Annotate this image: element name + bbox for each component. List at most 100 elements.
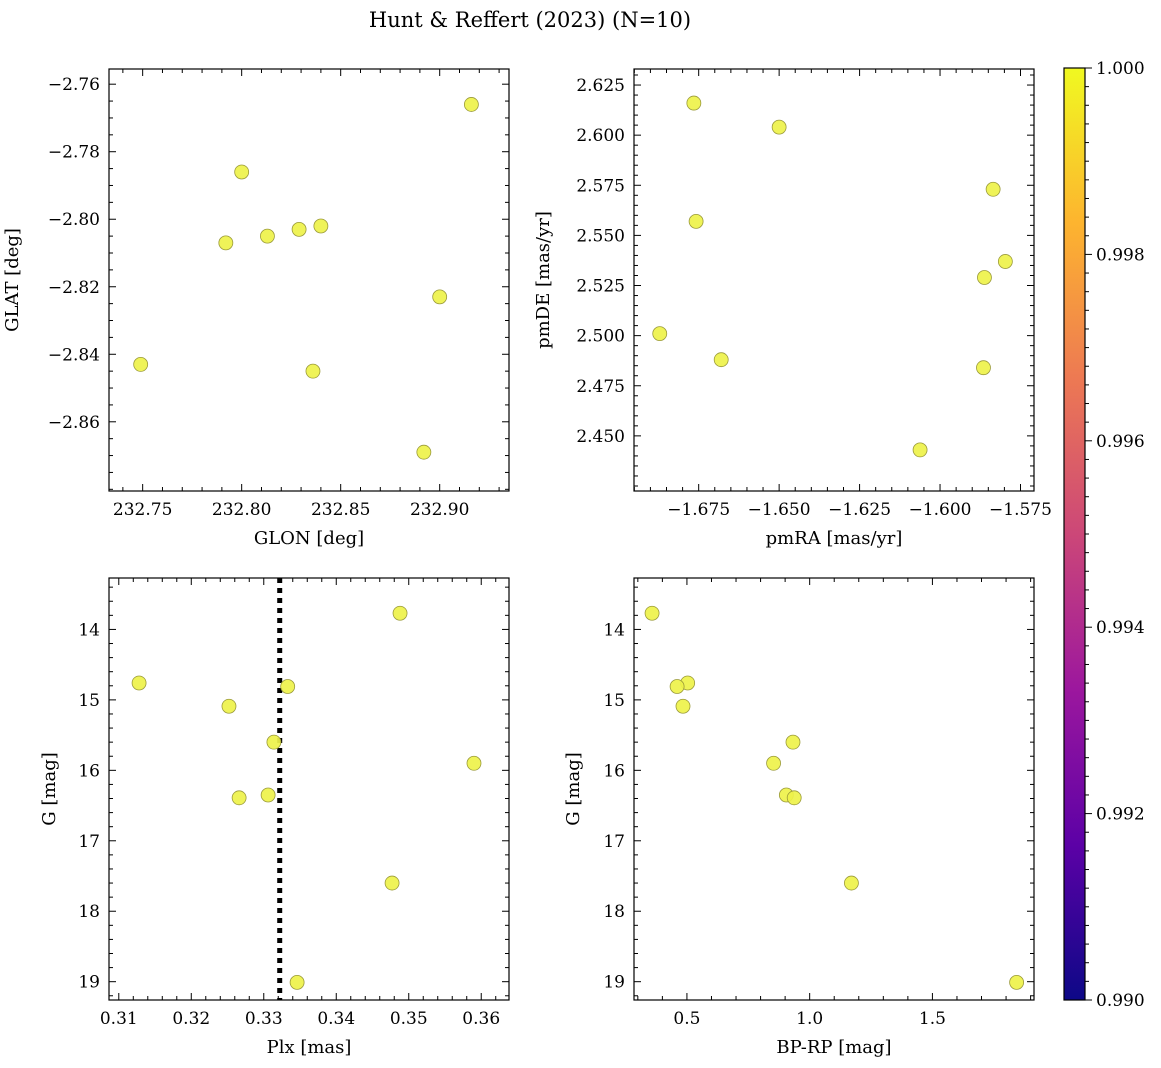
data-point [985, 181, 1001, 197]
y-tick-label: −2.84 [48, 345, 100, 365]
tick-marks [109, 69, 509, 491]
x-axis-label: pmRA [mas/yr] [766, 528, 903, 549]
y-tick-label: −2.80 [48, 210, 100, 230]
x-tick-label: 1.0 [796, 1009, 823, 1029]
x-tick-label: 0.36 [462, 1009, 500, 1029]
plot-frame [633, 68, 1035, 492]
panel-plx-g: 0.31 0.32 0.33 0.34 0.35 0.36 14 15 16 17 18 19 Plx … [39, 577, 510, 1058]
y-tick-label: 2.475 [576, 377, 625, 397]
x-tick-label: 0.35 [390, 1009, 428, 1029]
y-tick-label: 15 [603, 691, 625, 711]
x-tick-label: 232.90 [410, 500, 469, 520]
x-axis-label: Plx [mas] [267, 1037, 352, 1058]
panel-glon-glat: 232.75 232.80 232.85 232.90 −2.86 −2.84 −2.82 −… [2, 68, 510, 549]
y-axis-label: G [mag] [563, 752, 584, 825]
x-tick-label: 0.33 [245, 1009, 283, 1029]
y-tick-label: 14 [603, 620, 625, 640]
colorbar: 0.990 0.992 0.994 0.996 0.998 1.000 [1063, 59, 1145, 1011]
x-tick-label: 232.85 [311, 500, 370, 520]
data-point [392, 605, 408, 621]
colorbar-tick-label: 0.994 [1096, 618, 1145, 638]
x-axis-label: BP-RP [mag] [776, 1037, 891, 1058]
x-tick-label: −1.675 [667, 500, 730, 520]
x-tick-label: 0.31 [100, 1009, 138, 1029]
colorbar-tick-label: 1.000 [1096, 59, 1145, 79]
data-point [644, 605, 660, 621]
y-tick-label: 2.575 [576, 176, 625, 196]
plot-frame [108, 68, 510, 492]
y-tick-label: 2.600 [576, 126, 625, 146]
data-point [675, 698, 691, 714]
x-tick-label: 0.32 [172, 1009, 210, 1029]
data-point [260, 787, 276, 803]
data-point [1009, 974, 1025, 990]
data-point [786, 790, 802, 806]
plot-frame [108, 577, 510, 1001]
data-point [260, 228, 275, 244]
y-axis-label: G [mag] [39, 752, 60, 825]
y-tick-label: 2.450 [576, 427, 625, 447]
data-point [688, 213, 704, 229]
data-point [221, 698, 237, 714]
data-point [131, 675, 147, 691]
colorbar-gradient [1063, 67, 1086, 1001]
data-point [289, 974, 305, 990]
data-point [713, 352, 729, 368]
data-point [432, 289, 448, 305]
y-tick-label: 17 [603, 832, 625, 852]
y-tick-label: 19 [78, 973, 100, 993]
x-tick-label: 232.75 [113, 500, 172, 520]
panel-pmra-pmde: −1.675 −1.650 −1.625 −1.600 −1.575 2.450 2.475… [533, 68, 1052, 549]
panel-bprp-g: 0.5 1.0 1.5 14 15 16 17 18 19 BP-RP [mag] G [mag] [563, 577, 1035, 1058]
data-point [266, 734, 282, 750]
tick-marks [633, 69, 1034, 491]
y-tick-label: 2.550 [576, 226, 625, 246]
colorbar-tick-label: 0.998 [1096, 245, 1145, 265]
y-tick-label: 18 [78, 902, 100, 922]
data-point [313, 218, 329, 234]
data-point [416, 444, 432, 460]
figure-title: Hunt & Reffert (2023) (N=10) [369, 8, 691, 32]
y-tick-label: −2.76 [48, 75, 100, 95]
x-axis-label: GLON [deg] [254, 528, 364, 549]
y-tick-label: 18 [603, 902, 625, 922]
y-tick-label: 14 [78, 620, 100, 640]
colorbar-tick-label: 0.996 [1096, 432, 1145, 452]
x-tick-label: 0.34 [317, 1009, 355, 1029]
y-tick-label: 15 [78, 691, 100, 711]
data-point [218, 235, 234, 251]
y-tick-label: 16 [78, 761, 100, 781]
data-point [384, 875, 400, 891]
x-tick-label: −1.575 [989, 500, 1052, 520]
y-tick-label: −2.78 [48, 143, 100, 163]
y-tick-label: 2.625 [576, 76, 625, 96]
data-point [844, 875, 859, 891]
x-tick-label: −1.600 [909, 500, 972, 520]
y-axis-label: GLAT [deg] [2, 228, 23, 332]
data-point [976, 360, 991, 376]
y-axis-label: pmDE [mas/yr] [533, 211, 554, 349]
y-tick-label: 19 [603, 973, 625, 993]
data-point [463, 97, 479, 112]
data-point [686, 95, 702, 111]
data-point [133, 356, 149, 372]
x-tick-label: −1.625 [828, 500, 891, 520]
data-point [305, 363, 321, 379]
data-point [231, 790, 247, 806]
x-tick-label: 1.5 [919, 1009, 946, 1029]
data-point [785, 734, 801, 750]
x-tick-label: 232.80 [212, 500, 271, 520]
data-point [669, 679, 685, 694]
data-point [291, 221, 307, 237]
data-point [912, 442, 928, 458]
colorbar-tick-label: 0.990 [1096, 991, 1145, 1011]
data-point [466, 755, 482, 771]
y-tick-label: 16 [603, 761, 625, 781]
y-tick-label: 17 [78, 832, 100, 852]
tick-marks [634, 578, 1034, 1000]
x-tick-label: −1.650 [748, 500, 811, 520]
data-point [766, 755, 781, 771]
data-point [234, 164, 250, 180]
colorbar-tick-label: 0.992 [1096, 805, 1145, 825]
